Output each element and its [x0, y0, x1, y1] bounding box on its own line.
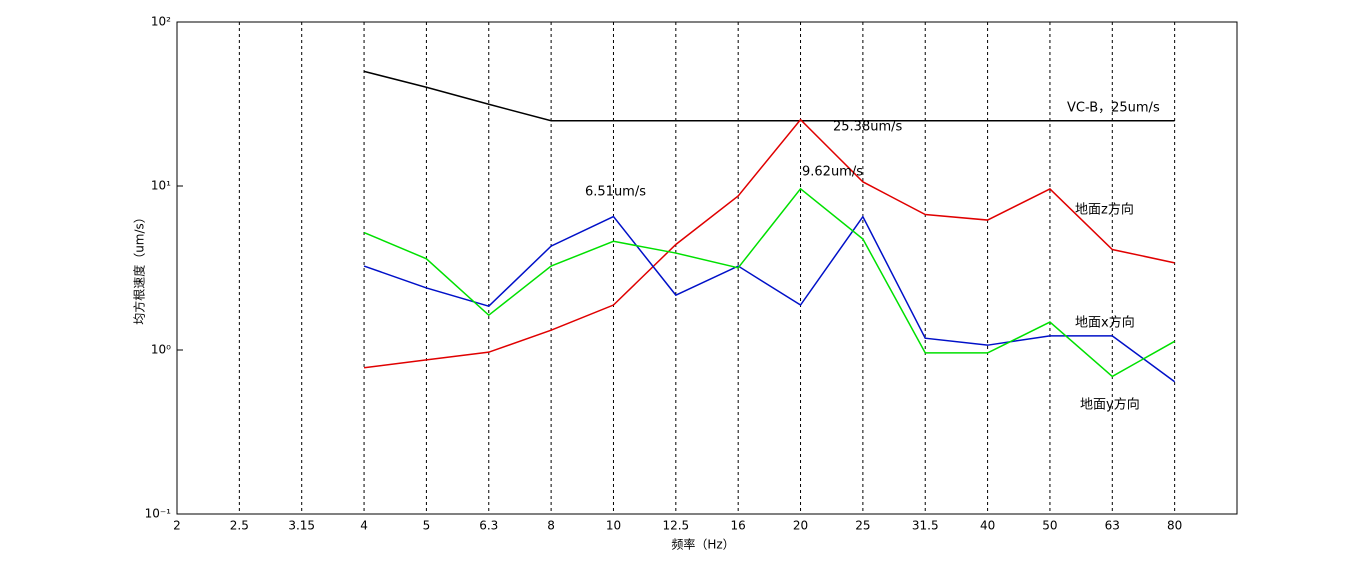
series-label: 地面z方向 [1075, 202, 1134, 218]
series-line [363, 70, 1175, 122]
x-axis-label: 频率（Hz） [671, 537, 734, 552]
x-tick-label: 63 [1105, 519, 1120, 533]
series-label: 地面y方向 [1080, 397, 1140, 413]
series-line [363, 215, 1176, 383]
x-tick-label: 50 [1042, 519, 1057, 533]
x-tick-label: 10 [606, 519, 621, 533]
series-label: VC-B，25um/s [1067, 101, 1160, 116]
series-label: 地面x方向 [1075, 315, 1135, 331]
x-tick-label: 5 [423, 519, 431, 533]
x-tick-label: 31.5 [912, 519, 939, 533]
x-tick-label: 4 [360, 519, 368, 533]
x-tick-label: 2 [173, 519, 181, 533]
x-tick-label: 25 [855, 519, 870, 533]
y-tick-label: 10¹ [151, 179, 171, 193]
plot-frame [176, 21, 1238, 515]
y-tick-label: 10² [151, 15, 171, 29]
series-line [363, 118, 1175, 369]
x-tick-label: 8 [547, 519, 555, 533]
annotation: 6.51um/s [585, 185, 646, 200]
x-tick-label: 16 [731, 519, 746, 533]
y-tick-label: 10⁻¹ [145, 507, 172, 521]
x-tick-label: 12.5 [662, 519, 689, 533]
y-tick-label: 10⁰ [151, 343, 171, 357]
x-tick-label: 20 [793, 519, 808, 533]
x-tick-label: 40 [980, 519, 995, 533]
annotation: 25.38um/s [833, 120, 902, 135]
x-tick-label: 3.15 [288, 519, 315, 533]
annotation: 9.62um/s [802, 165, 863, 180]
y-axis-label: 均方根速度（um/s） [132, 211, 147, 325]
x-tick-label: 80 [1167, 519, 1182, 533]
x-tick-label: 2.5 [230, 519, 249, 533]
series-line [363, 187, 1176, 378]
x-tick-label: 6.3 [479, 519, 498, 533]
